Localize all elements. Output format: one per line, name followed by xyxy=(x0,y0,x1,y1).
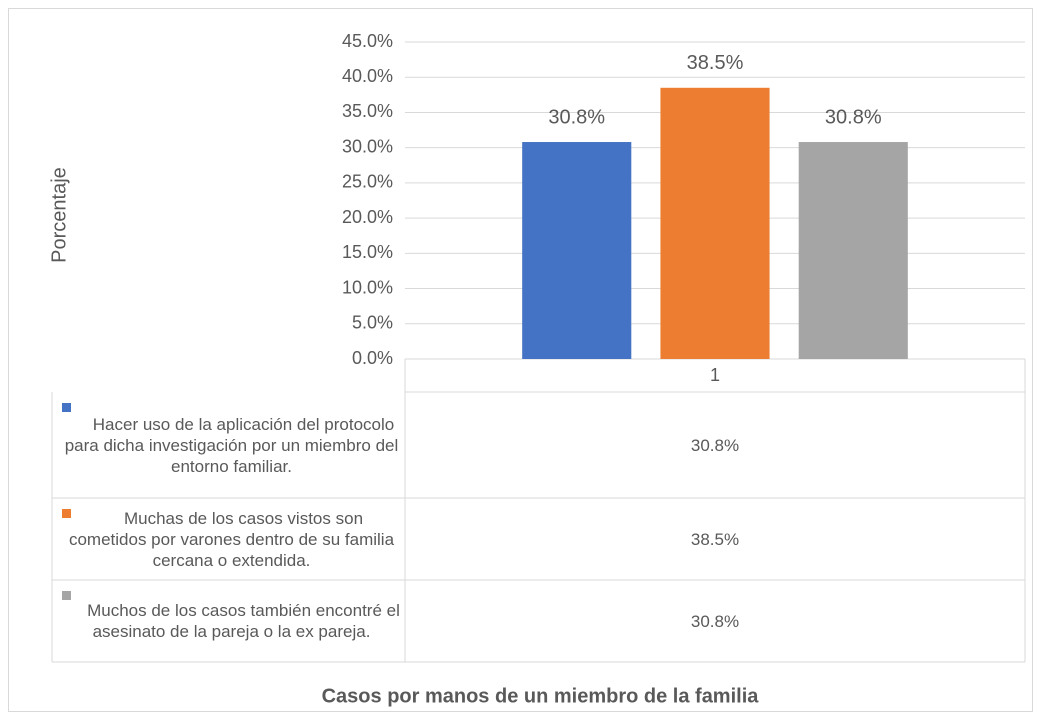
table-value: 38.5% xyxy=(690,529,740,549)
data-label: 30.8% xyxy=(825,106,882,128)
bar xyxy=(798,142,908,359)
y-tick-label: 0.0% xyxy=(352,348,393,368)
chart-title: Casos por manos de un miembro de la fami… xyxy=(322,685,760,707)
legend-entry: Muchas de los casos vistos son cometidos… xyxy=(68,508,395,570)
y-tick-label: 45.0% xyxy=(342,31,393,51)
legend-key xyxy=(62,509,71,518)
y-tick-label: 30.0% xyxy=(342,136,393,156)
bar xyxy=(522,142,632,359)
y-tick-label: 10.0% xyxy=(342,277,393,297)
chart-border xyxy=(8,8,1033,712)
y-tick-label: 40.0% xyxy=(342,66,393,86)
y-tick-label: 15.0% xyxy=(342,242,393,262)
legend-entry: Muchos de los casos también encontré el … xyxy=(87,601,400,641)
data-label: 38.5% xyxy=(687,52,744,74)
legend-key xyxy=(62,403,71,412)
y-tick-label: 5.0% xyxy=(352,313,393,333)
table-value: 30.8% xyxy=(690,611,740,631)
data-label: 30.8% xyxy=(548,106,605,128)
legend-entry: Hacer uso de la aplicación del protocolo… xyxy=(64,414,399,476)
y-tick-label: 35.0% xyxy=(342,101,393,121)
y-tick-label: 25.0% xyxy=(342,172,393,192)
y-tick-label: 20.0% xyxy=(342,207,393,227)
x-tick-label: 1 xyxy=(710,365,720,385)
table-value: 30.8% xyxy=(690,435,740,455)
y-axis-label: Porcentaje xyxy=(48,167,70,263)
legend-key xyxy=(62,591,71,600)
bar xyxy=(660,87,770,360)
